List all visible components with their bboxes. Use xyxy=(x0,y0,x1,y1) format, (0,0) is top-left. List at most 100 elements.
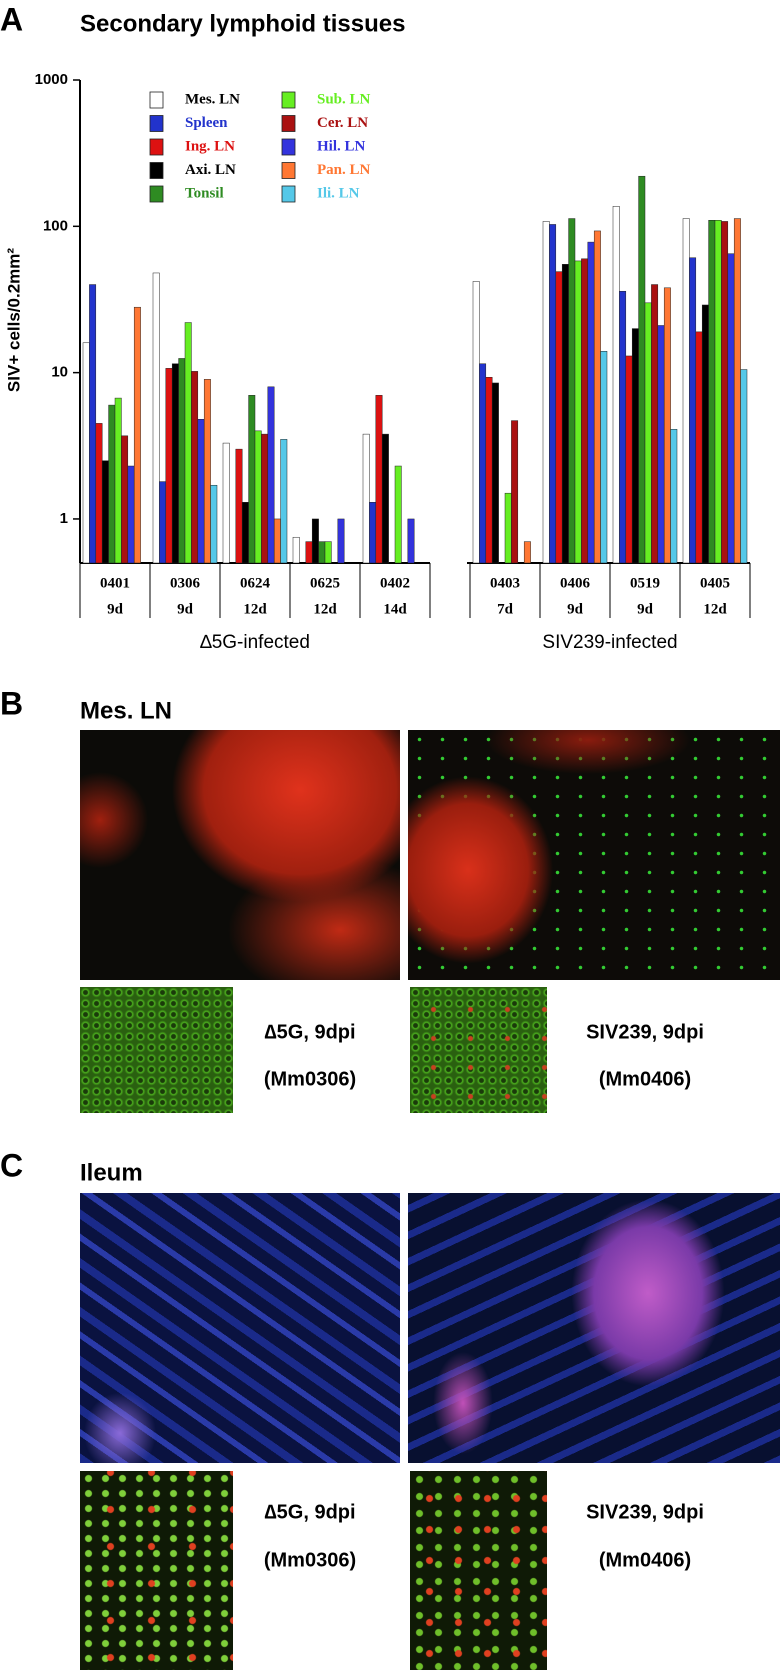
bar xyxy=(133,306,141,564)
bar xyxy=(657,325,665,564)
bar xyxy=(101,460,109,564)
bar xyxy=(337,518,345,564)
micrograph-inset xyxy=(80,1471,233,1670)
panel-c-header: C Ileum xyxy=(0,1150,143,1184)
bar xyxy=(479,363,487,564)
legend-swatch xyxy=(149,91,164,109)
panel-title: Ileum xyxy=(80,1159,143,1184)
legend-swatch xyxy=(281,185,296,203)
legend-label: Pan. LN xyxy=(317,162,371,178)
bar xyxy=(663,287,671,564)
bar xyxy=(121,435,129,564)
bar xyxy=(127,465,135,564)
bar xyxy=(631,328,639,564)
legend-swatch xyxy=(281,115,296,132)
panel-label: C xyxy=(0,1150,23,1183)
panel-label: B xyxy=(0,690,23,720)
x-tick-sublabel: 9d xyxy=(177,601,194,617)
caption: (Mm0406) xyxy=(599,1068,691,1090)
micrograph-inset xyxy=(410,987,547,1113)
x-tick-label: 0625 xyxy=(310,575,340,591)
micrograph-inset xyxy=(410,1471,547,1670)
group-label: SIV239-infected xyxy=(542,632,677,653)
x-tick-label: 0405 xyxy=(700,575,730,591)
legend-swatch xyxy=(149,138,164,156)
bar xyxy=(362,433,370,564)
x-tick-label: 0519 xyxy=(630,575,660,591)
micrograph xyxy=(80,1193,400,1463)
bar xyxy=(178,358,186,564)
chart-title: Secondary lymphoid tissues xyxy=(80,10,405,37)
legend-label: Hil. LN xyxy=(317,138,366,154)
bar xyxy=(714,220,722,564)
panel-b-header: B Mes. LN xyxy=(0,690,172,720)
bar xyxy=(695,331,703,564)
bar xyxy=(381,433,389,564)
y-tick-label: 100 xyxy=(43,217,68,234)
bar xyxy=(82,342,90,564)
bar xyxy=(651,284,659,564)
bar xyxy=(394,465,402,564)
bar xyxy=(612,206,620,564)
bar xyxy=(644,302,652,564)
bar xyxy=(222,442,230,564)
group-label: ∆5G-infected xyxy=(200,632,310,653)
legend-swatch xyxy=(281,138,296,156)
bar xyxy=(555,271,563,564)
bar xyxy=(485,376,493,564)
bar xyxy=(727,253,735,564)
legend-swatch xyxy=(149,162,164,179)
bar xyxy=(574,260,582,564)
bar xyxy=(267,386,275,564)
bar xyxy=(165,368,173,564)
x-tick-sublabel: 12d xyxy=(703,601,727,617)
legend-label: Ing. LN xyxy=(185,138,235,154)
panel-label: A xyxy=(0,1,23,37)
legend-swatch xyxy=(281,91,296,109)
bar xyxy=(203,379,211,564)
micrograph-inset xyxy=(80,987,233,1113)
bar xyxy=(491,382,499,564)
legend-swatch xyxy=(281,162,296,179)
bar xyxy=(171,363,179,564)
x-tick-sublabel: 12d xyxy=(243,601,267,617)
x-tick-label: 0403 xyxy=(490,575,520,591)
bar xyxy=(561,264,569,564)
captions: ∆5G, 9dpi (Mm0306) SIV239, 9dpi (Mm0406) xyxy=(264,1021,704,1090)
bar xyxy=(511,420,519,564)
bar xyxy=(587,241,595,564)
bar xyxy=(114,397,122,564)
caption: (Mm0306) xyxy=(264,1068,356,1090)
y-tick-label: 1 xyxy=(60,510,68,527)
bar xyxy=(311,518,319,564)
y-tick-label: 1000 xyxy=(35,71,68,88)
bar xyxy=(108,404,116,564)
bar xyxy=(324,541,332,564)
panel-title: Mes. LN xyxy=(80,697,172,720)
bar xyxy=(254,430,262,564)
legend-label: Spleen xyxy=(185,115,228,131)
bar xyxy=(375,395,383,564)
bar xyxy=(407,518,415,564)
x-tick-label: 0406 xyxy=(560,575,591,591)
caption: SIV239, 9dpi xyxy=(586,1021,704,1043)
micrograph xyxy=(80,730,400,980)
caption: ∆5G, 9dpi xyxy=(264,1501,355,1523)
bar xyxy=(682,218,690,564)
x-tick-sublabel: 9d xyxy=(637,601,654,617)
micrograph xyxy=(408,1193,780,1463)
bar xyxy=(159,481,167,564)
bar xyxy=(152,272,160,564)
bar xyxy=(472,281,480,564)
bar xyxy=(197,419,205,564)
bar xyxy=(89,284,97,564)
caption: (Mm0406) xyxy=(599,1549,691,1571)
caption: (Mm0306) xyxy=(264,1549,356,1571)
bar xyxy=(261,433,269,564)
bar xyxy=(184,322,192,564)
bar xyxy=(95,423,103,564)
bar xyxy=(318,541,326,564)
bar xyxy=(280,439,288,564)
legend-label: Cer. LN xyxy=(317,115,368,131)
